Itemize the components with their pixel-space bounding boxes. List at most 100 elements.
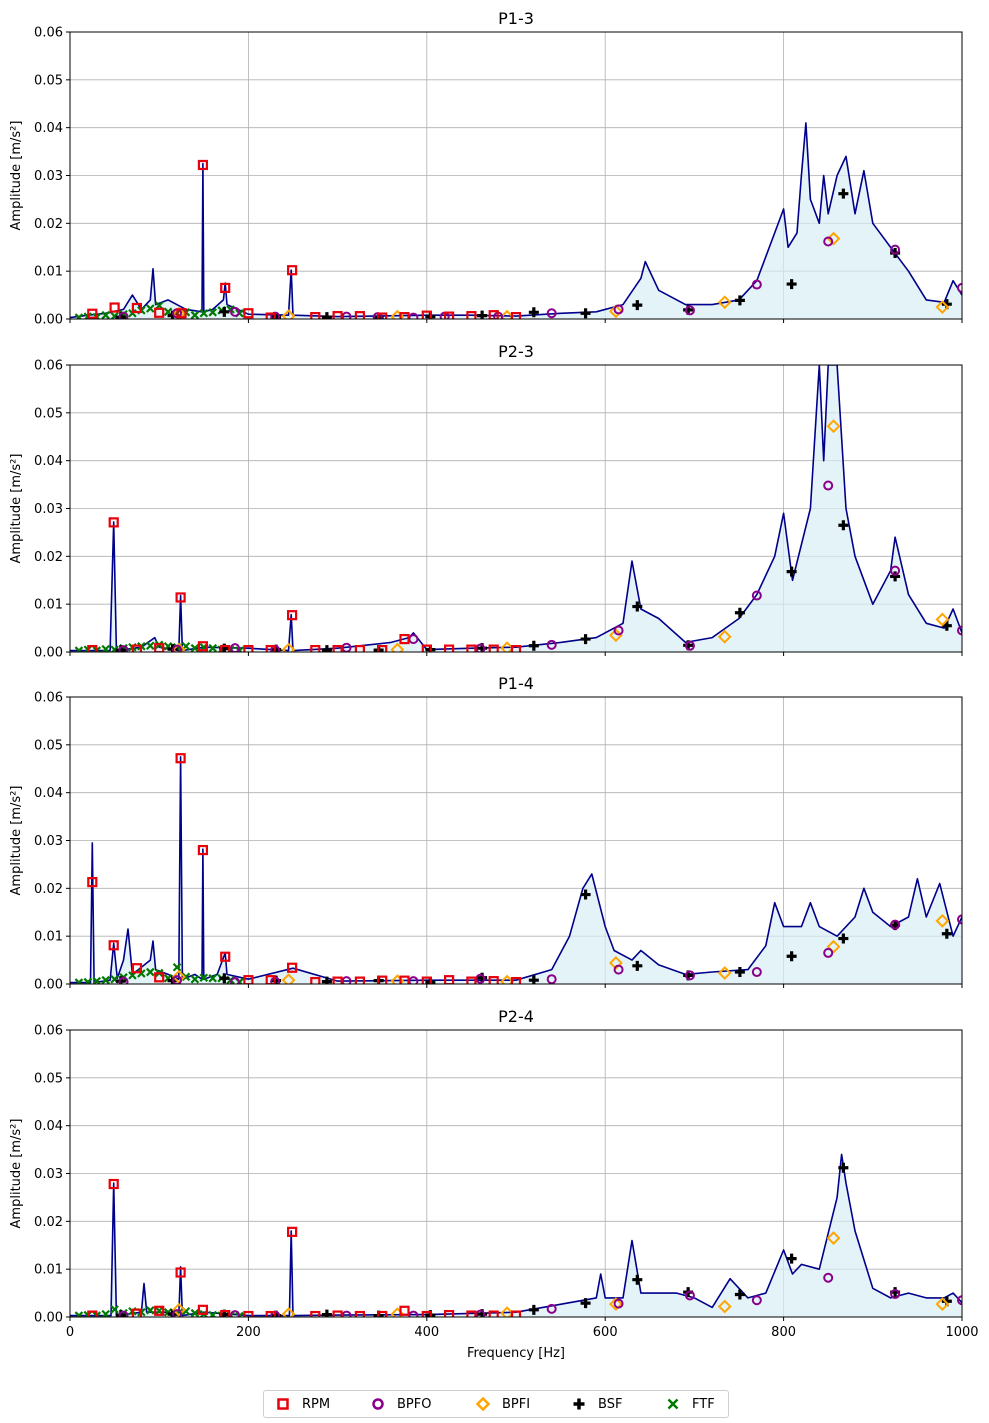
- rpm-marker: [466, 976, 477, 984]
- rpm-marker: [197, 159, 209, 171]
- y-tick-label: 0.02: [34, 1215, 63, 1230]
- y-tick-label: 0.01: [34, 598, 63, 613]
- bsf-marker: [838, 188, 849, 199]
- bpfo-marker: [613, 964, 624, 975]
- rpm-marker: [87, 644, 98, 652]
- rpm-marker: [332, 976, 343, 984]
- bsf-marker: [580, 634, 591, 645]
- bpfo-marker: [546, 974, 557, 984]
- bpfo-marker: [684, 970, 695, 981]
- bpfo-marker: [684, 640, 695, 651]
- rpm-marker: [444, 644, 455, 652]
- bpfo-marker: [613, 304, 624, 315]
- bsf-marker: [632, 300, 643, 311]
- rpm-marker: [466, 1310, 477, 1317]
- bpfi-marker: [717, 1299, 732, 1314]
- x-tick-label: 800: [771, 1325, 796, 1340]
- rpm-marker: [377, 644, 388, 652]
- rpm-marker: [243, 975, 254, 984]
- panel-title: P2-3: [498, 342, 534, 361]
- y-axis-label: Amplitude [m/s²]: [9, 121, 24, 231]
- rpm-marker: [220, 1309, 231, 1317]
- rpm-marker: [466, 644, 477, 652]
- y-tick-label: 0.01: [34, 265, 63, 280]
- bpfo-marker: [751, 590, 762, 601]
- rpm-marker: [332, 644, 343, 652]
- ftf-marker: [190, 643, 200, 652]
- y-axis-label: Amplitude [m/s²]: [9, 786, 24, 896]
- panel-p1-3: 0.00 0.01 0.02 0.03 0.04 0.05 0.06 P1-3 Amplitud…: [9, 9, 963, 328]
- legend-item-rpm: RPM: [276, 1391, 330, 1417]
- rpm-marker: [243, 644, 254, 652]
- bsf-marker: [580, 889, 591, 900]
- rpm-marker: [444, 975, 455, 984]
- y-tick-label: 0.06: [34, 1024, 63, 1039]
- rpm-marker: [197, 844, 209, 856]
- bsf-marker: [734, 967, 745, 978]
- rpm-marker: [488, 644, 499, 652]
- rpm-marker: [287, 265, 298, 276]
- bpfi-marker: [171, 1302, 186, 1317]
- legend-label-rpm: RPM: [302, 1396, 331, 1412]
- y-tick-label: 0.03: [34, 1167, 63, 1182]
- bpfo-marker: [172, 975, 183, 984]
- bpfi-marker: [390, 642, 405, 652]
- bpfi-marker: [171, 306, 186, 319]
- bpfi-marker: [826, 1231, 841, 1245]
- bpfo-marker: [751, 1295, 762, 1306]
- bsf-marker: [321, 1309, 332, 1317]
- rpm-marker: [399, 975, 410, 984]
- bsf-marker: [321, 312, 332, 319]
- rpm-marker: [87, 877, 98, 888]
- rpm-marker: [421, 976, 432, 984]
- x-tick-label: 1000: [945, 1325, 978, 1340]
- rpm-marker: [354, 1310, 365, 1317]
- rpm-marker: [510, 1310, 522, 1317]
- ftf-marker: [199, 308, 209, 318]
- bpfi-marker: [281, 642, 296, 652]
- plot-area: [70, 753, 962, 984]
- rpm-marker: [399, 1305, 410, 1316]
- rpm-marker: [87, 1310, 98, 1317]
- bpfo-marker: [823, 480, 834, 491]
- legend-label-ftf: FTF: [692, 1396, 715, 1412]
- bpfi-marker: [717, 295, 732, 310]
- y-tick-label: 0.06: [34, 691, 63, 706]
- plus-marker-icon: [573, 1398, 585, 1410]
- ftf-marker: [208, 973, 217, 983]
- bsf-marker: [786, 566, 797, 577]
- x-axis-label: Frequency [Hz]: [467, 1346, 565, 1361]
- bpfi-marker: [500, 641, 514, 652]
- bpfi-marker: [500, 1306, 514, 1317]
- ftf-marker: [83, 977, 93, 984]
- rpm-marker: [377, 975, 388, 984]
- spectrum-line: [70, 365, 962, 652]
- bsf-marker: [786, 279, 797, 290]
- bpfo-marker: [684, 305, 695, 316]
- ftf-marker: [74, 978, 84, 984]
- legend-label-bsf: BSF: [598, 1396, 623, 1412]
- x-tick-label: 600: [593, 1325, 618, 1340]
- bpfi-marker: [608, 304, 623, 319]
- panel-title: P1-4: [498, 674, 534, 693]
- y-tick-label: 0.04: [34, 121, 63, 136]
- bpfo-marker: [751, 967, 762, 978]
- rpm-marker: [510, 976, 522, 984]
- ftf-marker: [101, 644, 110, 652]
- rpm-marker: [131, 1308, 142, 1317]
- y-tick-label: 0.05: [34, 73, 63, 88]
- bsf-marker: [941, 928, 952, 939]
- bsf-marker: [734, 1289, 745, 1300]
- rpm-marker: [176, 308, 187, 319]
- ftf-marker: [146, 967, 155, 977]
- rpm-marker: [265, 312, 276, 319]
- y-axis-label: Amplitude [m/s²]: [9, 454, 24, 564]
- rpm-marker: [108, 1178, 119, 1190]
- spectrum-fill: [70, 756, 962, 984]
- rpm-marker: [154, 643, 165, 652]
- rpm-marker: [154, 1305, 165, 1316]
- bsf-marker: [786, 1253, 797, 1264]
- rpm-marker: [287, 962, 298, 973]
- rpm-marker: [108, 517, 119, 528]
- spectrum-fill: [70, 365, 962, 652]
